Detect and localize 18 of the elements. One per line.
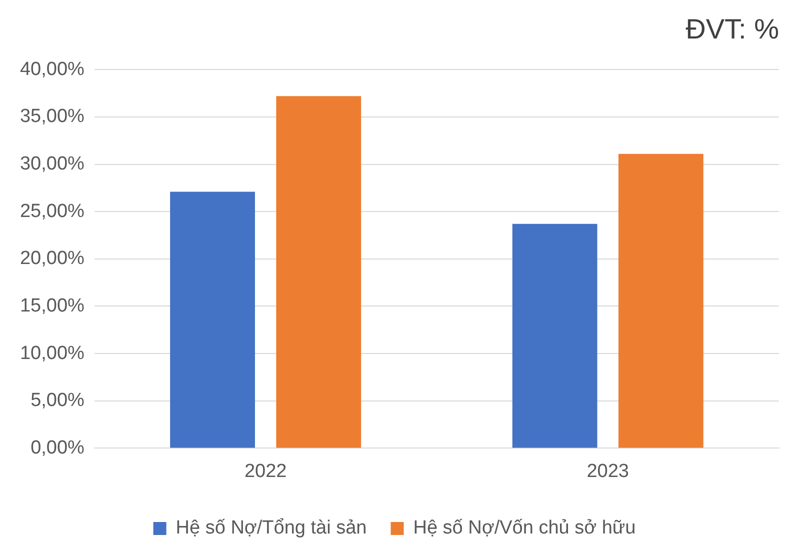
y-tick-label: 25,00% [20,200,85,222]
bar [512,224,598,448]
y-tick-label: 40,00% [20,58,85,80]
bar [618,154,704,448]
legend-label: Hệ số Nợ/Vốn chủ sở hữu [413,518,636,539]
chart-title: ĐVT: % [686,14,779,45]
y-tick-label: 35,00% [20,106,85,128]
bar [276,96,362,448]
x-tick-label: 2023 [586,460,629,482]
bar [170,192,255,448]
y-tick-label: 0,00% [30,437,85,458]
y-tick-label: 30,00% [20,153,85,174]
x-tick-label: 2022 [244,460,287,482]
y-tick-label: 10,00% [20,342,85,364]
legend-label: Hệ số Nợ/Tổng tài sản [176,518,367,539]
y-tick-label: 20,00% [20,248,85,270]
y-tick-label: 15,00% [20,295,85,316]
y-tick-label: 5,00% [30,390,85,412]
